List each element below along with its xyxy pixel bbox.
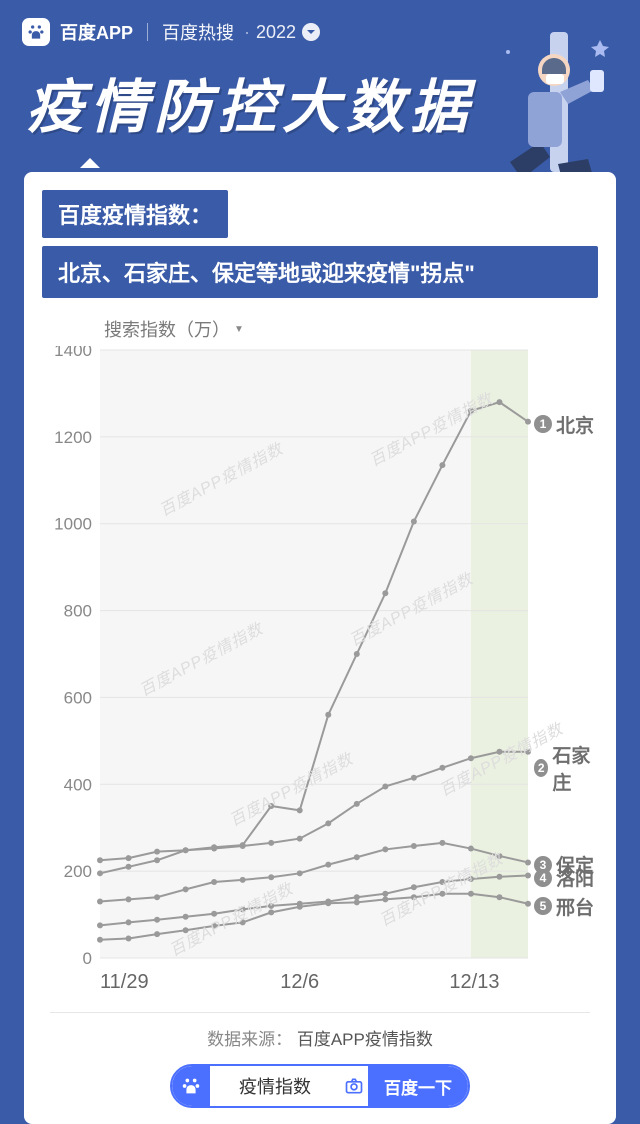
year-value: 2022 [256,22,296,43]
search-button[interactable]: 百度一下 [368,1066,468,1106]
data-source: 数据来源： 百度APP疫情指数 [42,1025,598,1050]
vertical-divider [147,23,148,41]
hot-search-label: 百度热搜 [162,19,234,45]
rank-badge: 5 [534,897,552,915]
y-axis-title: 搜索指数（万） ▼ [104,316,598,342]
series-label: 4洛阳 [534,864,594,891]
chevron-down-icon [302,23,320,41]
hero-title: 疫情防控大数据 [0,54,640,144]
series-label: 1北京 [534,411,594,438]
series-name: 石家庄 [552,741,598,795]
search-pill[interactable]: 疫情指数 百度一下 [170,1064,470,1108]
horizontal-divider [50,1012,590,1013]
svg-text:12/6: 12/6 [280,971,319,993]
svg-text:1000: 1000 [54,515,92,534]
rank-badge: 4 [534,869,552,887]
series-name: 邢台 [556,893,594,920]
series-name: 北京 [556,411,594,438]
top-bar: 百度APP 百度热搜 · 2022 [0,0,640,54]
app-name: 百度APP [60,19,133,45]
rank-badge: 1 [534,415,552,433]
svg-text:12/13: 12/13 [449,971,499,993]
svg-text:600: 600 [64,688,92,707]
series-name: 洛阳 [556,864,594,891]
rank-badge: 2 [534,759,548,777]
app-logo-icon [172,1066,210,1106]
app-logo-icon [22,18,50,46]
search-placeholder: 疫情指数 [210,1073,340,1099]
svg-text:800: 800 [64,602,92,621]
series-label: 2石家庄 [534,741,598,795]
card-title: 百度疫情指数： [42,190,228,238]
svg-text:11/29: 11/29 [100,971,149,993]
line-chart: 020040060080010001200140011/2912/612/13 … [42,346,598,996]
chart-card: 百度疫情指数： 北京、石家庄、保定等地或迎来疫情"拐点" 搜索指数（万） ▼ 0… [24,172,616,1124]
source-label: 数据来源： [207,1030,292,1049]
svg-text:400: 400 [64,775,92,794]
svg-text:0: 0 [83,949,92,968]
camera-icon[interactable] [340,1076,368,1096]
triangle-down-icon: ▼ [234,324,244,335]
year-selector[interactable]: · 2022 [244,22,320,43]
series-label: 5邢台 [534,893,594,920]
svg-text:1200: 1200 [54,428,92,447]
svg-text:200: 200 [64,862,92,881]
svg-text:1400: 1400 [54,346,92,360]
source-value: 百度APP疫情指数 [297,1030,433,1049]
card-subtitle: 北京、石家庄、保定等地或迎来疫情"拐点" [42,246,598,298]
